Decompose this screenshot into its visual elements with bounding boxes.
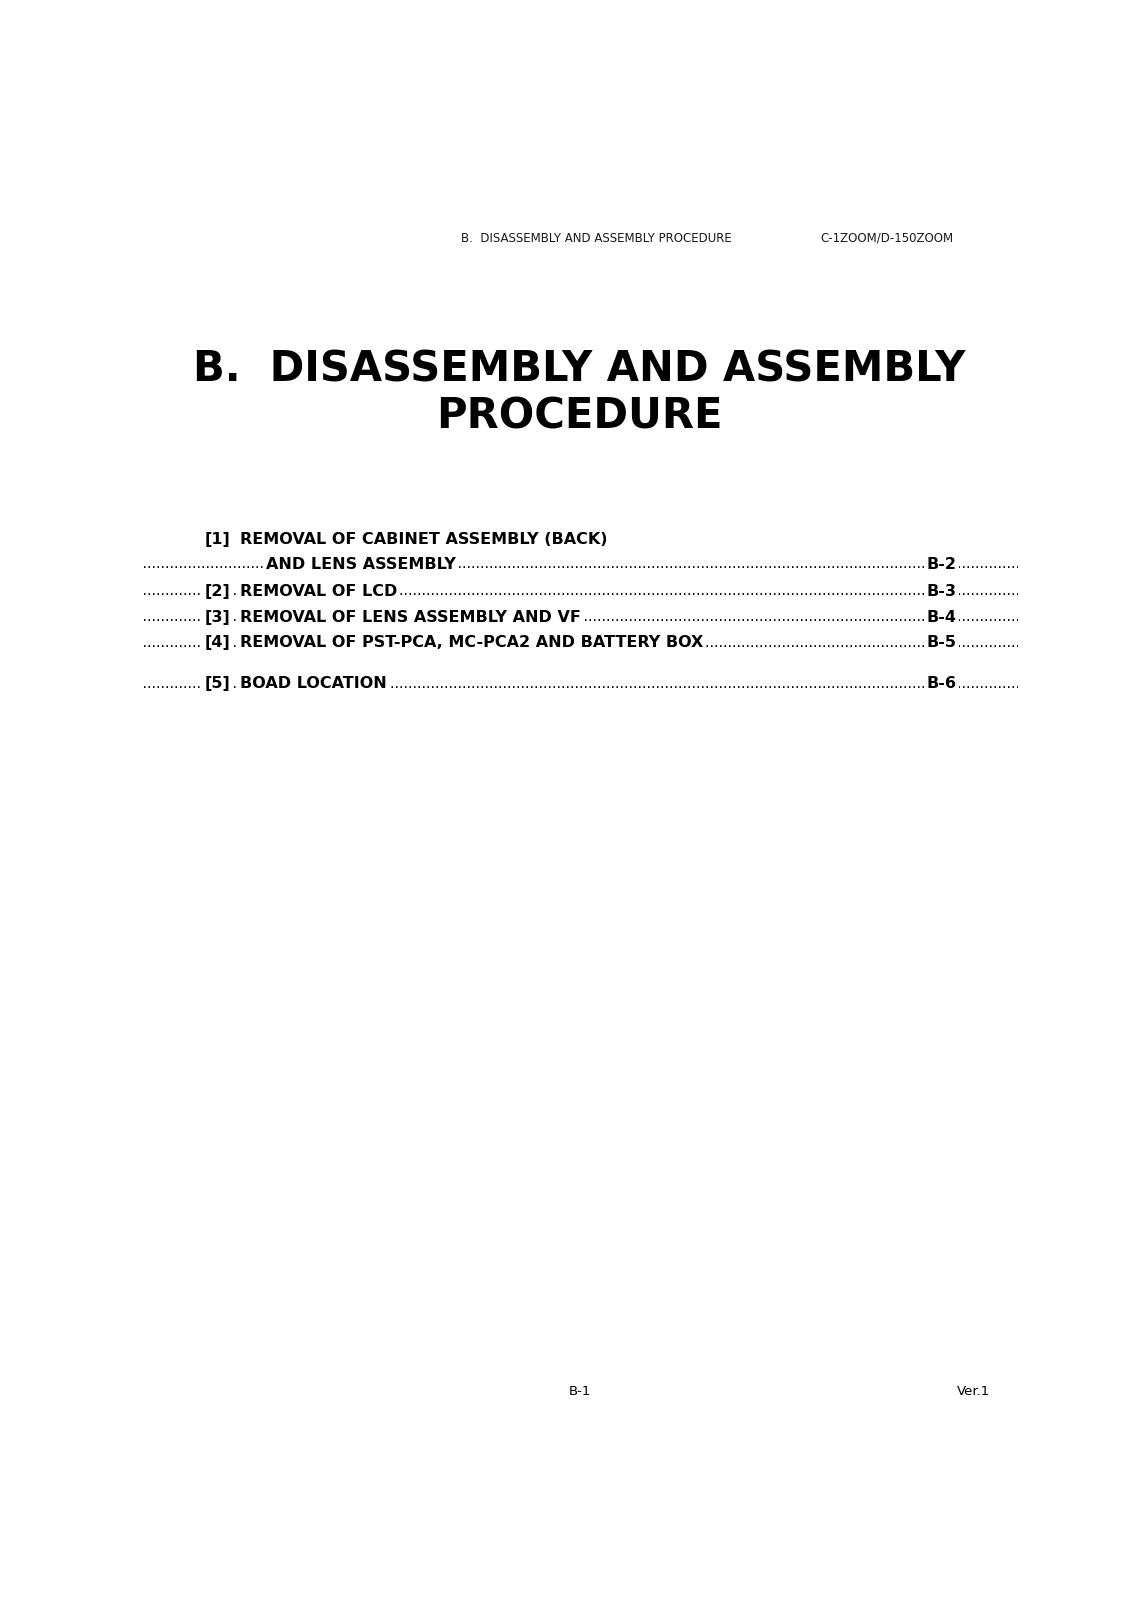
Text: ................................................................................: ........................................… [130, 610, 1029, 624]
Text: [1]: [1] [205, 531, 231, 547]
Text: REMOVAL OF CABINET ASSEMBLY (BACK): REMOVAL OF CABINET ASSEMBLY (BACK) [240, 531, 607, 547]
Text: REMOVAL OF PST-PCA, MC-PCA2 AND BATTERY BOX: REMOVAL OF PST-PCA, MC-PCA2 AND BATTERY … [240, 635, 703, 651]
Text: B.  DISASSEMBLY AND ASSEMBLY: B. DISASSEMBLY AND ASSEMBLY [193, 349, 966, 390]
Text: [3]: [3] [205, 610, 231, 624]
Text: B.  DISASSEMBLY AND ASSEMBLY PROCEDURE: B. DISASSEMBLY AND ASSEMBLY PROCEDURE [461, 232, 732, 245]
Text: [4]: [4] [205, 635, 231, 651]
Text: ................................................................................: ........................................… [130, 557, 1029, 571]
Text: B-4: B-4 [926, 610, 957, 624]
Text: [2]: [2] [205, 584, 231, 598]
Text: B-2: B-2 [926, 557, 957, 571]
Text: REMOVAL OF LCD: REMOVAL OF LCD [240, 584, 397, 598]
Text: B-1: B-1 [569, 1386, 590, 1398]
Text: [5]: [5] [205, 677, 231, 691]
Text: C-1ZOOM/D-150ZOOM: C-1ZOOM/D-150ZOOM [821, 232, 953, 245]
Text: B-5: B-5 [926, 635, 957, 651]
Text: B-3: B-3 [926, 584, 957, 598]
Text: REMOVAL OF LENS ASSEMBLY AND VF: REMOVAL OF LENS ASSEMBLY AND VF [240, 610, 580, 624]
Text: ................................................................................: ........................................… [130, 584, 1029, 598]
Text: AND LENS ASSEMBLY: AND LENS ASSEMBLY [266, 557, 456, 571]
Text: BOAD LOCATION: BOAD LOCATION [240, 677, 387, 691]
Text: ................................................................................: ........................................… [130, 635, 1029, 650]
Text: B-6: B-6 [926, 677, 957, 691]
Text: Ver.1: Ver.1 [957, 1386, 990, 1398]
Text: PROCEDURE: PROCEDURE [437, 395, 723, 437]
Text: ................................................................................: ........................................… [130, 677, 1029, 691]
